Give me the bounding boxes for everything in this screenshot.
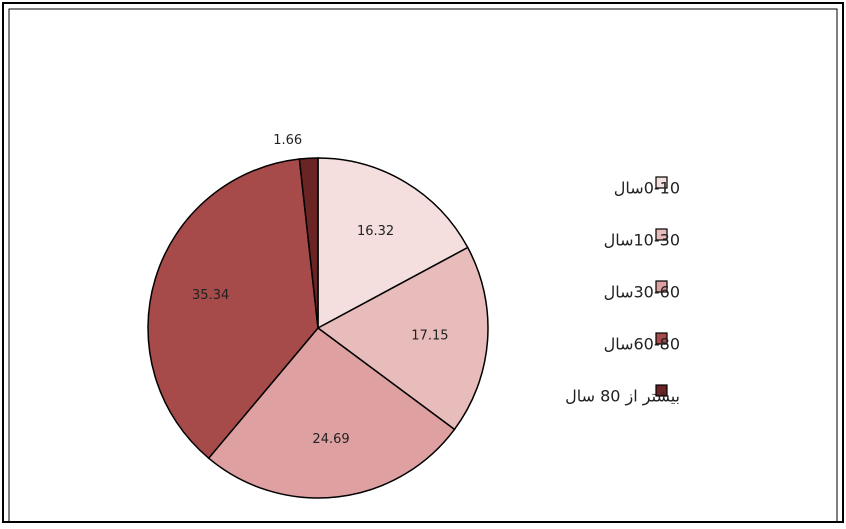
data-label: 35.34 bbox=[192, 288, 229, 303]
legend-label: 30-60سال bbox=[604, 283, 680, 302]
data-label: 1.66 bbox=[273, 133, 302, 148]
data-label: 17.15 bbox=[411, 329, 448, 344]
legend-label: 60-80سال bbox=[604, 335, 680, 354]
chart: 16.32 17.15 24.69 35.34 1.66 0-10سال 10-30سال 3… bbox=[0, 0, 846, 525]
data-label: 16.32 bbox=[357, 224, 394, 239]
data-label: 24.69 bbox=[312, 432, 349, 447]
legend-label: 10-30سال bbox=[604, 231, 680, 250]
legend-label: 0-10سال bbox=[614, 179, 680, 198]
legend-label: بیشتر از 80 سال bbox=[565, 387, 680, 407]
